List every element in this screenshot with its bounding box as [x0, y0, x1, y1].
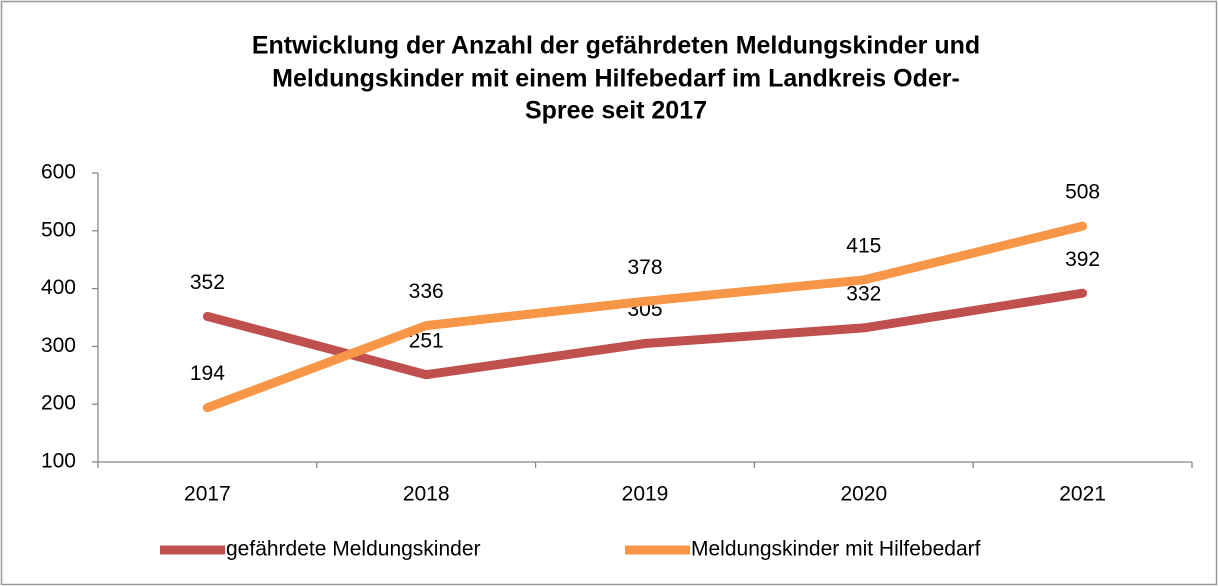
x-tick-label: 2018: [403, 483, 450, 506]
data-label: 352: [190, 271, 225, 294]
data-label: 415: [846, 234, 881, 257]
chart-title: Meldungskinder mit einem Hilfebedarf im …: [272, 65, 960, 93]
y-tick-label: 600: [41, 161, 76, 184]
x-tick-label: 2017: [184, 483, 231, 506]
x-tick-label: 2020: [840, 483, 887, 506]
y-tick-label: 200: [41, 392, 76, 415]
data-label: 194: [190, 362, 225, 385]
data-label: 378: [627, 256, 662, 279]
y-tick-label: 300: [41, 334, 76, 357]
legend-label: Meldungskinder mit Hilfebedarf: [691, 538, 981, 561]
x-tick-label: 2019: [622, 483, 669, 506]
data-label: 332: [846, 282, 881, 305]
data-label: 508: [1065, 181, 1100, 204]
data-label: 392: [1065, 248, 1100, 271]
y-tick-label: 400: [41, 276, 76, 299]
y-tick-label: 100: [41, 450, 76, 473]
y-tick-label: 500: [41, 218, 76, 241]
legend-label: gefährdete Meldungskinder: [226, 538, 481, 561]
data-label: 336: [409, 280, 444, 303]
chart-title: Spree seit 2017: [525, 97, 707, 125]
x-tick-label: 2021: [1059, 483, 1106, 506]
data-label: 251: [409, 329, 444, 352]
series-line: [202, 221, 1088, 413]
chart-title: Entwicklung der Anzahl der gefährdeten M…: [252, 32, 980, 60]
